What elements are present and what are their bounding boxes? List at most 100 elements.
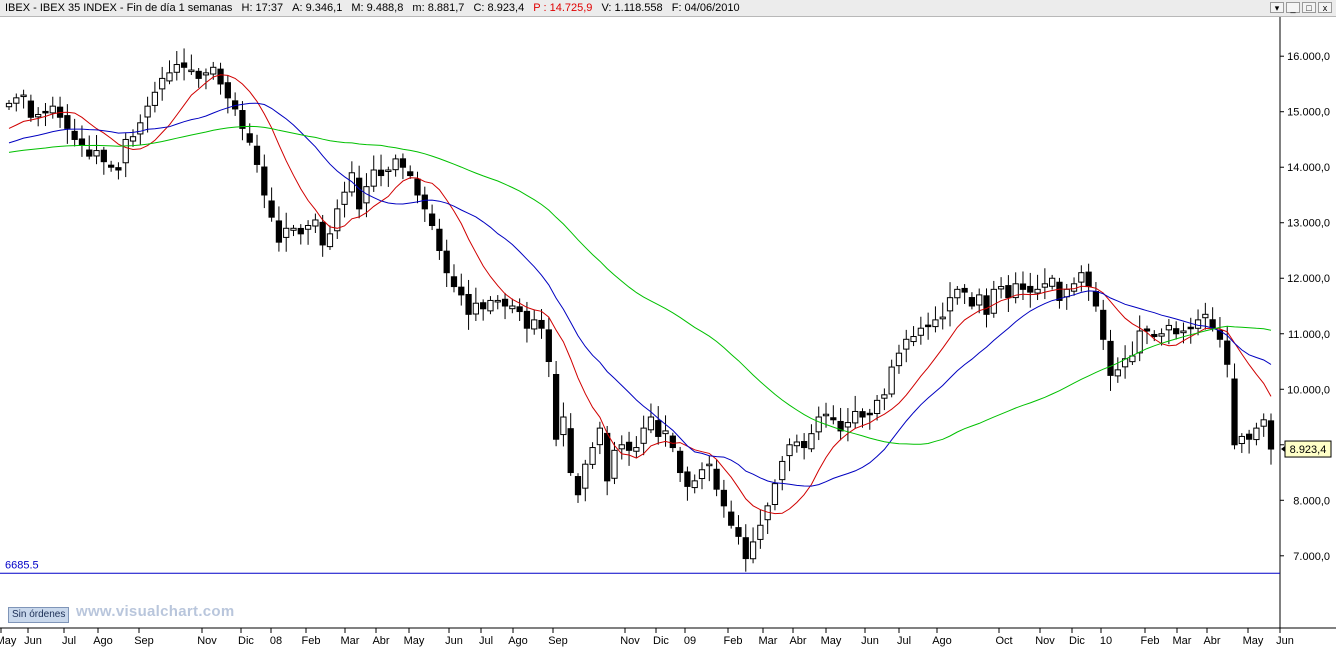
candle-body <box>1070 283 1078 292</box>
candle-body <box>363 186 370 204</box>
x-tick-label: Feb <box>302 635 321 647</box>
candle-body <box>268 200 275 218</box>
candle-body <box>611 449 618 479</box>
candle-body <box>1012 283 1019 299</box>
candle-body <box>837 420 844 432</box>
candle-body <box>815 416 822 433</box>
x-tick-label: Abr <box>372 635 389 647</box>
candle-body <box>392 158 399 171</box>
candle-body <box>1136 330 1143 354</box>
candle-body <box>538 319 545 329</box>
candle-body <box>224 82 231 99</box>
candle-body <box>173 64 180 73</box>
candle-body <box>903 338 910 350</box>
candle-body <box>414 178 421 196</box>
candle-body <box>859 411 866 418</box>
candle-body <box>49 105 56 114</box>
candle-body <box>20 94 27 98</box>
date-readout: F: 04/06/2010 <box>671 2 740 14</box>
candle-body <box>706 463 713 467</box>
moving-average-line <box>8 74 1272 515</box>
x-tick-label: Abr <box>1203 635 1220 647</box>
candle-body <box>64 115 71 129</box>
candle-body <box>1180 330 1187 334</box>
hour-readout: H: 17:37 <box>241 2 284 14</box>
candle-body <box>129 136 137 142</box>
candle-body <box>42 110 49 114</box>
candle-body <box>480 302 487 310</box>
close-button[interactable]: x <box>1318 2 1332 13</box>
x-tick-label: May <box>404 635 425 647</box>
candle-body <box>108 164 115 168</box>
x-tick-label: Jun <box>1276 635 1294 647</box>
candle-body <box>195 70 202 79</box>
candle-body <box>655 420 662 437</box>
candle-body <box>202 72 210 76</box>
x-tick-label: Ago <box>93 635 113 647</box>
candle-body <box>1238 435 1245 445</box>
candle-body <box>822 413 830 417</box>
candle-body <box>604 432 611 482</box>
candle-body <box>888 366 895 395</box>
candle-body <box>531 319 538 330</box>
maximize-button[interactable]: □ <box>1302 2 1316 13</box>
x-tick-label: 09 <box>684 635 696 647</box>
x-tick-label: Nov <box>620 635 640 647</box>
candle-body <box>13 97 20 104</box>
candle-body <box>312 219 319 227</box>
candle-body <box>246 133 253 143</box>
candle-body <box>1049 277 1056 287</box>
moving-average-line <box>8 125 1272 445</box>
dropdown-button[interactable]: ▾ <box>1270 2 1284 13</box>
candle-body <box>450 276 458 288</box>
candle-body <box>946 297 954 312</box>
x-tick-label: Ago <box>508 635 528 647</box>
candle-body <box>421 194 428 210</box>
candle-body <box>27 100 35 118</box>
x-tick-label: May <box>0 635 17 647</box>
candle-body <box>625 441 633 451</box>
candle-body <box>188 69 195 73</box>
candle-body <box>516 306 523 313</box>
candle-body <box>1100 309 1107 340</box>
price-chart[interactable]: 7.000,08.000,09.000,010.000,011.000,012.… <box>0 17 1336 647</box>
candle-body <box>1041 283 1048 288</box>
candle-body <box>852 410 859 424</box>
candle-body <box>297 227 304 235</box>
candle-body <box>35 113 42 118</box>
candle-body <box>1260 419 1267 427</box>
candle-body <box>86 149 93 157</box>
x-tick-label: Feb <box>724 635 743 647</box>
x-tick-label: Jun <box>861 635 879 647</box>
close-readout: C: 8.923,4 <box>473 2 525 14</box>
candle-body <box>662 430 669 435</box>
candle-body <box>633 447 640 452</box>
candle-body <box>465 293 472 315</box>
candle-body <box>793 441 800 447</box>
y-tick-label: 13.000,0 <box>1287 218 1330 230</box>
candle-body <box>78 138 86 146</box>
orders-button[interactable]: Sin órdenes <box>8 607 70 623</box>
y-tick-label: 7.000,0 <box>1293 551 1330 563</box>
candle-body <box>166 72 173 82</box>
candle-body <box>319 221 326 246</box>
candle-body <box>5 102 13 108</box>
candle-body <box>1165 324 1172 331</box>
candle-body <box>509 305 516 310</box>
support-line-label: 6685.5 <box>5 559 39 571</box>
candle-body <box>895 352 903 367</box>
candle-body <box>735 527 742 537</box>
candle-body <box>144 105 151 118</box>
candle-body <box>385 169 392 172</box>
x-tick-label: Jul <box>479 635 493 647</box>
candle-body <box>494 299 501 303</box>
candle-body <box>728 511 735 526</box>
minimize-button[interactable]: _ <box>1286 2 1300 13</box>
candle-body <box>334 208 341 232</box>
candle-body <box>844 422 852 428</box>
candle-body <box>990 288 997 314</box>
x-tick-label: Dic <box>1069 635 1085 647</box>
x-tick-label: Nov <box>1035 635 1055 647</box>
candle-body <box>1034 288 1041 294</box>
last-price-pointer <box>1281 446 1285 453</box>
